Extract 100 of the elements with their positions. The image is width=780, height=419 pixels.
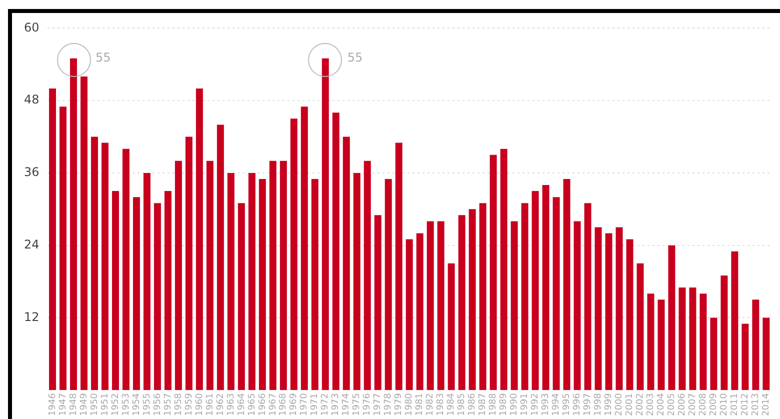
- x-tick-label: 2011: [730, 393, 740, 416]
- x-tick-label: 1955: [142, 393, 152, 416]
- bar: [542, 185, 550, 390]
- x-tick-label: 1963: [226, 393, 236, 416]
- bar: [70, 58, 77, 390]
- x-tick-label: 2006: [678, 392, 688, 416]
- bar: [196, 88, 203, 390]
- x-tick-label: 2004: [656, 392, 667, 416]
- bar: [532, 191, 539, 390]
- bar: [60, 106, 66, 390]
- bar: [238, 203, 245, 390]
- bar: [227, 172, 234, 390]
- x-tick-label: 1971: [310, 393, 320, 416]
- x-tick-label: 1956: [152, 392, 163, 416]
- x-tick-label: 1982: [426, 393, 436, 416]
- bar: [647, 294, 654, 390]
- y-tick-label: 36: [24, 165, 40, 180]
- x-tick-label: 2013: [751, 393, 762, 416]
- x-tick-label: 1993: [541, 393, 552, 416]
- x-tick-label: 1976: [362, 392, 373, 416]
- bar: [206, 160, 214, 390]
- bar: [112, 191, 119, 390]
- x-tick-label: 1946: [48, 392, 58, 416]
- bar: [500, 148, 508, 390]
- bar: [216, 124, 224, 390]
- bar: [174, 160, 182, 390]
- annotation: 55: [96, 50, 111, 64]
- bar: [80, 76, 88, 390]
- y-tick-label: 24: [24, 237, 40, 252]
- x-tick-label: 1981: [415, 393, 426, 416]
- bar: [416, 233, 424, 390]
- bar: [552, 197, 560, 390]
- bar: [742, 324, 749, 390]
- x-tick-label: 1985: [457, 393, 468, 416]
- x-tick-label: 2007: [688, 393, 698, 416]
- bar: [458, 215, 466, 390]
- bar: [437, 221, 444, 390]
- y-tick-label: 12: [24, 310, 40, 324]
- x-tick-label: 1964: [236, 392, 247, 416]
- x-tick-label: 1950: [90, 392, 100, 416]
- bar: [91, 136, 98, 390]
- bar: [731, 251, 738, 390]
- x-tick-label: 2014: [762, 392, 772, 416]
- x-tick-label: 2005: [667, 393, 678, 416]
- y-tick-label: 48: [24, 92, 40, 107]
- bar: [374, 215, 382, 390]
- y-tick-label: 60: [24, 20, 40, 34]
- x-tick-label: 1952: [110, 393, 121, 416]
- x-tick-label: 1984: [446, 392, 457, 416]
- x-tick-label: 1968: [278, 392, 289, 416]
- x-tick-label: 1978: [384, 392, 394, 416]
- bar: [594, 227, 602, 390]
- x-tick-label: 1990: [510, 392, 520, 416]
- x-tick-label: 2000: [614, 392, 625, 416]
- bar: [185, 136, 192, 390]
- bar: [143, 172, 150, 390]
- x-tick-label: 1974: [342, 392, 352, 416]
- bar: [752, 300, 760, 390]
- bar: [563, 178, 570, 390]
- x-tick-label: 1997: [583, 393, 594, 416]
- bar: [510, 221, 518, 390]
- x-tick-label: 1991: [520, 393, 530, 416]
- annotation: 55: [347, 50, 363, 64]
- bar: [626, 239, 634, 390]
- x-tick-label: 1996: [572, 392, 583, 416]
- bar: [710, 318, 718, 390]
- x-tick-label: 1989: [499, 392, 510, 416]
- bar: [280, 160, 287, 390]
- bar: [342, 136, 350, 390]
- x-tick-label: 2010: [720, 392, 730, 416]
- x-tick-label: 1949: [79, 392, 90, 416]
- bar: [164, 191, 172, 390]
- x-tick-label: 1983: [436, 393, 446, 416]
- bar: [762, 318, 770, 390]
- x-tick-label: 1966: [258, 392, 268, 416]
- x-tick-label: 1992: [530, 393, 541, 416]
- x-tick-label: 1965: [247, 393, 258, 416]
- bar: [448, 263, 455, 390]
- bar: [154, 203, 161, 390]
- bar: [616, 227, 623, 390]
- x-tick-label: 2012: [740, 393, 751, 416]
- bar: [49, 88, 56, 390]
- x-tick-label: 2003: [646, 393, 656, 416]
- x-tick-label: 1948: [68, 392, 79, 416]
- bar: [122, 148, 130, 390]
- x-tick-label: 1972: [320, 393, 331, 416]
- x-tick-label: 1967: [268, 393, 278, 416]
- x-tick-label: 1987: [478, 393, 488, 416]
- x-tick-label: 1960: [194, 392, 205, 416]
- bar: [406, 239, 413, 390]
- x-tick-label: 2001: [625, 393, 636, 416]
- bar: [720, 275, 728, 390]
- bar: [248, 172, 256, 390]
- bar: [311, 178, 318, 390]
- bar: [132, 197, 140, 390]
- bar: [689, 288, 696, 390]
- x-tick-label: 1998: [594, 392, 604, 416]
- bar: [332, 112, 340, 390]
- x-tick-label: 1969: [289, 392, 300, 416]
- x-tick-label: 1973: [331, 393, 342, 416]
